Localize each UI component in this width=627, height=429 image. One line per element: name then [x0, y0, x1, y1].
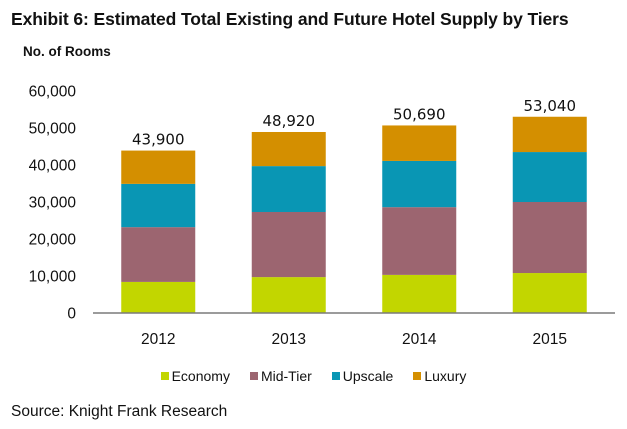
y-tick-label: 10,000 — [29, 269, 77, 286]
bar-upscale-2012 — [121, 183, 196, 228]
y-tick-label: 0 — [67, 306, 76, 323]
legend-swatch-luxury — [413, 372, 422, 380]
source-note: Source: Knight Frank Research — [11, 403, 228, 420]
x-tick-label: 2014 — [402, 331, 437, 348]
bar-mid-tier-2013 — [251, 211, 326, 278]
bars — [121, 116, 587, 313]
bar-upscale-2015 — [512, 152, 587, 202]
legend-label-economy: Economy — [171, 368, 230, 384]
bar-upscale-2013 — [251, 166, 326, 212]
legend-swatch-mid-tier — [249, 372, 258, 380]
bar-mid-tier-2015 — [512, 202, 587, 274]
bar-economy-2014 — [382, 274, 457, 313]
bar-luxury-2014 — [382, 125, 457, 161]
bar-economy-2015 — [512, 273, 587, 313]
bar-mid-tier-2012 — [121, 227, 196, 282]
legend-label-upscale: Upscale — [342, 368, 394, 384]
y-ticks: 0 10,000 20,000 30,000 40,000 50,000 60,000 — [29, 84, 77, 323]
legend-swatch-upscale — [331, 372, 340, 380]
bar-economy-2012 — [121, 281, 196, 313]
x-ticks: 2012 2013 2014 2015 — [141, 331, 567, 348]
total-label: 53,040 — [524, 97, 577, 115]
legend-swatch-economy — [160, 372, 169, 380]
total-label: 50,690 — [393, 105, 446, 123]
bar-upscale-2014 — [382, 160, 457, 208]
bar-luxury-2012 — [121, 150, 196, 184]
bar-luxury-2013 — [251, 131, 326, 167]
total-labels: 43,900 48,920 50,690 53,040 — [132, 97, 576, 149]
x-tick-label: 2015 — [533, 331, 567, 348]
bar-mid-tier-2014 — [382, 207, 457, 275]
legend-item-mid-tier: Mid-Tier — [249, 368, 312, 384]
chart-title: Exhibit 6: Estimated Total Existing and … — [11, 9, 569, 29]
y-axis-label: No. of Rooms — [23, 44, 111, 59]
legend-item-luxury: Luxury — [413, 368, 466, 384]
y-tick-label: 60,000 — [29, 84, 77, 101]
legend-item-upscale: Upscale — [331, 368, 394, 384]
legend-item-economy: Economy — [160, 368, 230, 384]
total-label: 43,900 — [132, 131, 185, 149]
chart-plot: 0 10,000 20,000 30,000 40,000 50,000 60,000 20… — [29, 84, 615, 348]
x-tick-label: 2013 — [272, 331, 306, 348]
legend-label-mid-tier: Mid-Tier — [260, 368, 312, 384]
bar-luxury-2015 — [512, 116, 587, 153]
total-label: 48,920 — [263, 112, 316, 130]
legend-label-luxury: Luxury — [424, 368, 467, 384]
y-tick-label: 40,000 — [29, 158, 77, 175]
legend: Economy Mid-Tier Upscale Luxury — [0, 368, 627, 384]
bar-economy-2013 — [251, 277, 326, 313]
y-tick-label: 20,000 — [29, 232, 77, 249]
x-tick-label: 2012 — [141, 331, 175, 348]
y-tick-label: 50,000 — [29, 121, 77, 138]
y-tick-label: 30,000 — [29, 195, 77, 212]
